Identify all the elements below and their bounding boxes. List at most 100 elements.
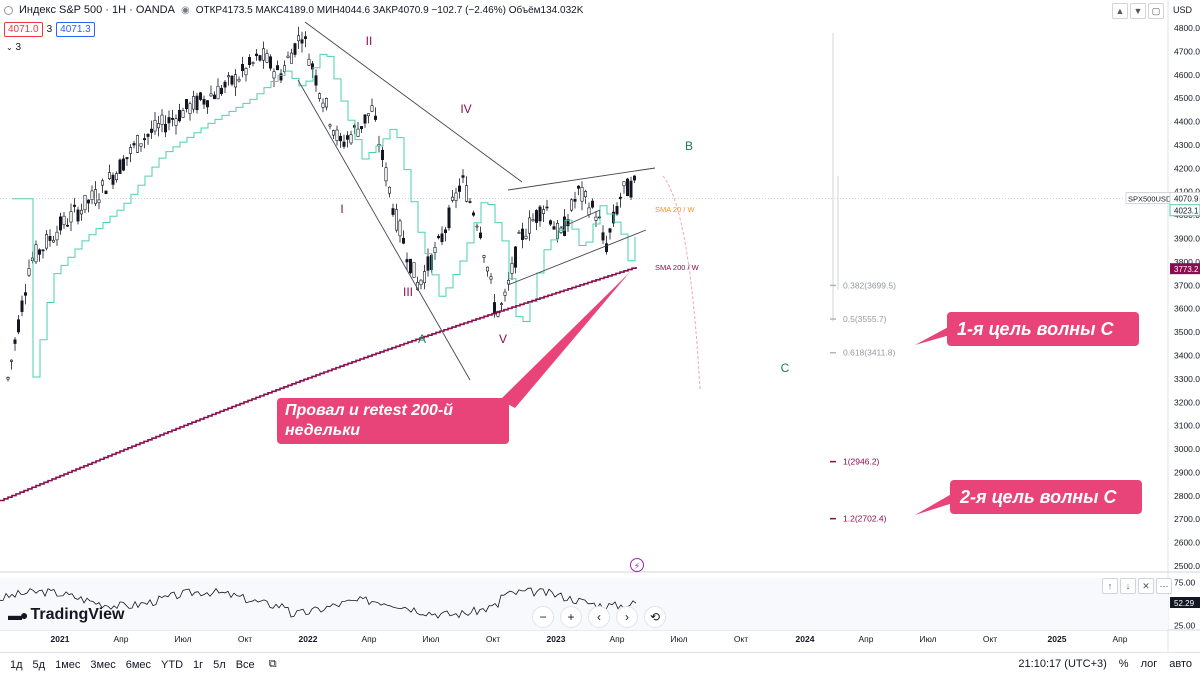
candle [321,98,325,113]
candle-body [293,43,297,55]
candle-body [94,189,98,204]
candle [241,56,245,78]
candle-body [384,167,388,182]
price-tick-label: 3500.0 [1174,327,1200,337]
target2-annotation: 2-я цель волны С [950,480,1142,514]
candle [394,203,398,233]
candle [576,185,580,196]
candle [314,69,318,92]
candle [300,31,304,53]
range-button[interactable]: 1д [10,658,23,671]
range-button[interactable]: YTD [161,658,184,671]
candle [220,84,224,96]
trendline [507,229,647,286]
candle [62,211,66,229]
arrow-up-icon[interactable]: ▲ [1112,3,1128,19]
candle-body [20,300,24,312]
candle-body [401,237,405,244]
log-toggle[interactable]: лог [1140,658,1158,670]
price-tick-label: 3100.0 [1174,421,1200,431]
price-tick-label: 3800.0 [1174,257,1200,267]
percent-toggle[interactable]: % [1118,658,1129,670]
candle [387,186,391,198]
candle [265,49,269,64]
range-button[interactable]: 5д [32,658,46,671]
reset-chart-button[interactable]: ⟲ [644,606,666,628]
candle [608,227,612,240]
candle [44,230,48,251]
price-tick-label: 4800.0 [1174,23,1200,33]
candle [335,125,339,146]
candle-body [272,71,276,79]
more-icon[interactable]: ⋯ [1156,578,1172,594]
candle [363,114,367,128]
price-tick-label: 4200.0 [1174,163,1200,173]
bid-button[interactable]: 4071.0 [4,22,43,37]
candle [41,249,45,259]
scroll-left-button[interactable]: ‹ [588,606,610,628]
arrow-up-icon[interactable]: ↑ [1102,578,1118,594]
range-button[interactable]: 1мес [55,658,81,671]
scroll-right-button[interactable]: › [616,606,638,628]
arrow-down-icon[interactable]: ↓ [1120,578,1136,594]
arrow-down-icon[interactable]: ▼ [1130,3,1146,19]
indicators-toggle[interactable]: ⌄ 3 [6,42,21,53]
candle-body [90,190,94,200]
ask-button[interactable]: 4071.3 [56,22,95,37]
candle-body [16,319,20,333]
time-tick-label: Окт [983,634,997,644]
candle [164,115,168,138]
close-icon[interactable]: ✕ [1138,578,1154,594]
candle-body [314,75,318,86]
candle [16,315,20,335]
candle-body [471,212,475,216]
candle-body [206,100,210,108]
auto-toggle[interactable]: авто [1169,658,1192,670]
range-button[interactable]: 3мес [90,658,116,671]
price-tick-label: 3000.0 [1174,444,1200,454]
candle-body [185,99,189,110]
candle-body [34,244,38,263]
date-range-icon[interactable]: ⧉ [268,658,277,670]
symbol-title[interactable]: Индекс S&P 500 · 1Н · OANDA [19,4,175,16]
candle [405,252,409,271]
range-button[interactable]: Все [235,658,255,671]
candle [202,95,206,110]
candle-body [307,58,311,66]
candle-body [118,159,122,174]
candle [76,206,80,225]
candle-body [552,226,556,230]
candle [520,222,524,249]
zoom-in-button[interactable]: + [560,606,582,628]
candle [356,122,360,138]
candle-body [447,207,451,229]
zoom-out-button[interactable]: − [532,606,554,628]
range-button[interactable]: 6мес [125,658,152,671]
candle-body [499,303,503,305]
candle [27,259,31,277]
candle-body [349,134,353,144]
candle-body [632,175,636,181]
candle-body [48,236,52,241]
currency-label[interactable]: USD [1172,5,1192,15]
range-button[interactable]: 5л [213,658,226,671]
candle-body [538,206,542,222]
plot-background [0,0,1168,572]
symbol-status-icon [4,5,13,15]
candle [366,113,370,124]
fib-level-label: 0.382(3699.5) [843,280,896,290]
candle-body [129,147,133,154]
clock-time[interactable]: 21:10:17 (UTC+3) [1018,658,1107,670]
candle-body [244,68,248,76]
candle-body [62,215,66,225]
range-button[interactable]: 1г [193,658,204,671]
tradingview-logo[interactable]: ▬● TradingView [8,606,124,624]
candle-body [615,206,619,215]
candle [338,132,342,148]
candle [566,214,570,232]
maximize-icon[interactable]: ▢ [1148,3,1164,19]
candle [13,337,17,351]
candle [380,146,384,168]
eye-icon[interactable]: ◉ [180,4,190,16]
